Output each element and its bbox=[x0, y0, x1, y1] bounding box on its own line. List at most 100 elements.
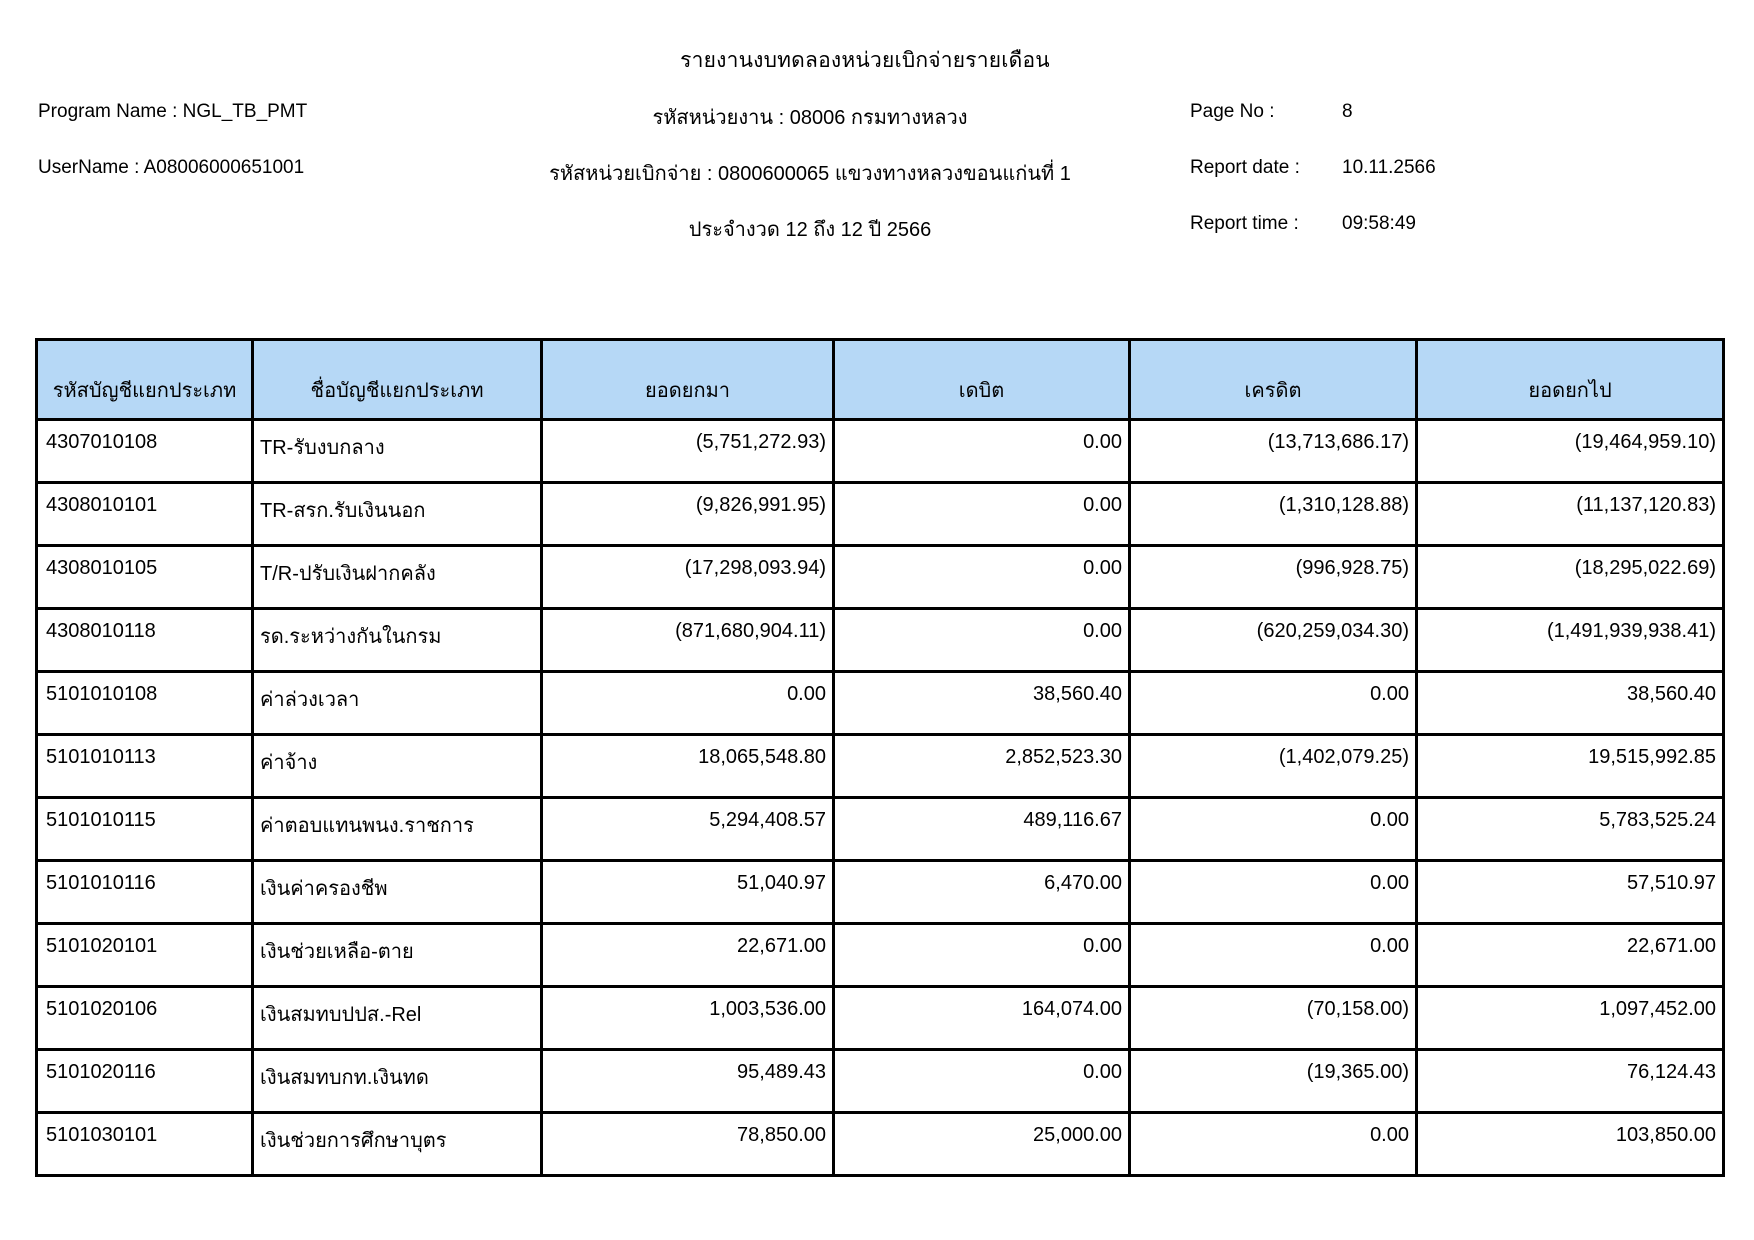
table-header-row: รหัสบัญชีแยกประเภท ชื่อบัญชีแยกประเภท ยอ… bbox=[35, 338, 1725, 421]
debit-cell: 38,560.40 bbox=[832, 670, 1131, 736]
header-credit: เครดิต bbox=[1128, 338, 1418, 421]
account-code-cell: 5101010116 bbox=[35, 859, 254, 925]
username-text: UserName : A08006000651001 bbox=[38, 157, 305, 178]
credit-cell: 0.00 bbox=[1128, 859, 1418, 925]
account-name-cell: เงินช่วยการศึกษาบุตร bbox=[251, 1111, 543, 1177]
header-balance-brought-forward: ยอดยกมา bbox=[540, 338, 835, 421]
balance-carried-forward-cell: 22,671.00 bbox=[1415, 922, 1725, 988]
table-row: 5101010113 ค่าจ้าง 18,065,548.80 2,852,523.… bbox=[35, 733, 1725, 799]
debit-cell: 2,852,523.30 bbox=[832, 733, 1131, 799]
account-code-cell: 5101020106 bbox=[35, 985, 254, 1051]
credit-cell: 0.00 bbox=[1128, 796, 1418, 862]
debit-cell: 0.00 bbox=[832, 544, 1131, 610]
header-account-code: รหัสบัญชีแยกประเภท bbox=[35, 338, 254, 421]
header-account-name: ชื่อบัญชีแยกประเภท bbox=[251, 338, 543, 421]
table-body: 4307010108 TR-รับงบกลาง (5,751,272.93) 0.00… bbox=[35, 418, 1725, 1177]
balance-carried-forward-cell: (19,464,959.10) bbox=[1415, 418, 1725, 484]
report-time-label: Report time : bbox=[1190, 213, 1299, 234]
credit-cell: (996,928.75) bbox=[1128, 544, 1418, 610]
debit-cell: 0.00 bbox=[832, 1048, 1131, 1114]
agency-code-text: รหัสหน่วยงาน : 08006 กรมทางหลวง bbox=[652, 107, 968, 129]
program-name-text: Program Name : NGL_TB_PMT bbox=[38, 101, 308, 122]
credit-cell: 0.00 bbox=[1128, 922, 1418, 988]
table-row: 4308010101 TR-สรก.รับเงินนอก (9,826,991.95… bbox=[35, 481, 1725, 547]
account-code-cell: 4308010105 bbox=[35, 544, 254, 610]
report-date-label: Report date : bbox=[1190, 157, 1300, 178]
account-code-cell: 5101020101 bbox=[35, 922, 254, 988]
balance-brought-forward-cell: 95,489.43 bbox=[540, 1048, 835, 1114]
balance-brought-forward-cell: (9,826,991.95) bbox=[540, 481, 835, 547]
account-name-cell: TR-สรก.รับเงินนอก bbox=[251, 481, 543, 547]
balance-carried-forward-cell: 5,783,525.24 bbox=[1415, 796, 1725, 862]
account-code-cell: 4307010108 bbox=[35, 418, 254, 484]
credit-cell: (1,310,128.88) bbox=[1128, 481, 1418, 547]
credit-cell: (1,402,079.25) bbox=[1128, 733, 1418, 799]
account-name-cell: เงินสมทบปปส.-Rel bbox=[251, 985, 543, 1051]
account-code-cell: 4308010101 bbox=[35, 481, 254, 547]
account-name-cell: เงินสมทบกท.เงินทด bbox=[251, 1048, 543, 1114]
debit-cell: 0.00 bbox=[832, 418, 1131, 484]
balance-brought-forward-cell: 22,671.00 bbox=[540, 922, 835, 988]
debit-cell: 0.00 bbox=[832, 922, 1131, 988]
table-row: 4308010118 รด.ระหว่างกันในกรม (871,680,904… bbox=[35, 607, 1725, 673]
account-code-cell: 5101010115 bbox=[35, 796, 254, 862]
balance-brought-forward-cell: (5,751,272.93) bbox=[540, 418, 835, 484]
debit-cell: 25,000.00 bbox=[832, 1111, 1131, 1177]
header-debit: เดบิต bbox=[832, 338, 1131, 421]
table-row: 4308010105 T/R-ปรับเงินฝากคลัง (17,298,093… bbox=[35, 544, 1725, 610]
balance-carried-forward-cell: 103,850.00 bbox=[1415, 1111, 1725, 1177]
balance-brought-forward-cell: 78,850.00 bbox=[540, 1111, 835, 1177]
balance-carried-forward-cell: 1,097,452.00 bbox=[1415, 985, 1725, 1051]
debit-cell: 164,074.00 bbox=[832, 985, 1131, 1051]
balance-carried-forward-cell: 19,515,992.85 bbox=[1415, 733, 1725, 799]
debit-cell: 489,116.67 bbox=[832, 796, 1131, 862]
balance-brought-forward-cell: 0.00 bbox=[540, 670, 835, 736]
credit-cell: (13,713,686.17) bbox=[1128, 418, 1418, 484]
page-no-value: 8 bbox=[1342, 101, 1353, 122]
balance-brought-forward-cell: 51,040.97 bbox=[540, 859, 835, 925]
table-row: 5101010116 เงินค่าครองชีพ 51,040.97 6,470.0… bbox=[35, 859, 1725, 925]
debit-cell: 0.00 bbox=[832, 481, 1131, 547]
balance-carried-forward-cell: (1,491,939,938.41) bbox=[1415, 607, 1725, 673]
report-time-value: 09:58:49 bbox=[1342, 213, 1416, 234]
page-no-label: Page No : bbox=[1190, 101, 1275, 122]
account-name-cell: รด.ระหว่างกันในกรม bbox=[251, 607, 543, 673]
table-row: 5101020116 เงินสมทบกท.เงินทด 95,489.43 0.00… bbox=[35, 1048, 1725, 1114]
header-balance-carried-forward: ยอดยกไป bbox=[1415, 338, 1725, 421]
trial-balance-table: รหัสบัญชีแยกประเภท ชื่อบัญชีแยกประเภท ยอ… bbox=[35, 338, 1725, 1177]
table-row: 5101010115 ค่าตอบแทนพนง.ราชการ 5,294,408.5… bbox=[35, 796, 1725, 862]
account-code-cell: 5101020116 bbox=[35, 1048, 254, 1114]
table-row: 5101010108 ค่าล่วงเวลา 0.00 38,560.40 0.00 38… bbox=[35, 670, 1725, 736]
account-code-cell: 4308010118 bbox=[35, 607, 254, 673]
account-code-cell: 5101010108 bbox=[35, 670, 254, 736]
credit-cell: (70,158.00) bbox=[1128, 985, 1418, 1051]
balance-brought-forward-cell: (871,680,904.11) bbox=[540, 607, 835, 673]
balance-brought-forward-cell: 5,294,408.57 bbox=[540, 796, 835, 862]
debit-cell: 0.00 bbox=[832, 607, 1131, 673]
balance-brought-forward-cell: 18,065,548.80 bbox=[540, 733, 835, 799]
credit-cell: (19,365.00) bbox=[1128, 1048, 1418, 1114]
period-text: ประจำงวด 12 ถึง 12 ปี 2566 bbox=[688, 219, 932, 241]
disbursement-unit-text: รหัสหน่วยเบิกจ่าย : 0800600065 แขวงทางหล… bbox=[549, 163, 1071, 185]
credit-cell: 0.00 bbox=[1128, 670, 1418, 736]
balance-brought-forward-cell: 1,003,536.00 bbox=[540, 985, 835, 1051]
balance-carried-forward-cell: (11,137,120.83) bbox=[1415, 481, 1725, 547]
account-name-cell: TR-รับงบกลาง bbox=[251, 418, 543, 484]
credit-cell: (620,259,034.30) bbox=[1128, 607, 1418, 673]
table-row: 4307010108 TR-รับงบกลาง (5,751,272.93) 0.00… bbox=[35, 418, 1725, 484]
report-date-value: 10.11.2566 bbox=[1342, 157, 1436, 178]
account-name-cell: T/R-ปรับเงินฝากคลัง bbox=[251, 544, 543, 610]
table-row: 5101030101 เงินช่วยการศึกษาบุตร 78,850.00 2… bbox=[35, 1111, 1725, 1177]
debit-cell: 6,470.00 bbox=[832, 859, 1131, 925]
report-title: รายงานงบทดลองหน่วยเบิกจ่ายรายเดือน bbox=[680, 49, 1050, 72]
balance-carried-forward-cell: 76,124.43 bbox=[1415, 1048, 1725, 1114]
balance-carried-forward-cell: (18,295,022.69) bbox=[1415, 544, 1725, 610]
balance-carried-forward-cell: 57,510.97 bbox=[1415, 859, 1725, 925]
table-row: 5101020101 เงินช่วยเหลือ-ตาย 22,671.00 0.00… bbox=[35, 922, 1725, 988]
account-name-cell: ค่าล่วงเวลา bbox=[251, 670, 543, 736]
account-code-cell: 5101030101 bbox=[35, 1111, 254, 1177]
account-name-cell: ค่าจ้าง bbox=[251, 733, 543, 799]
account-name-cell: เงินช่วยเหลือ-ตาย bbox=[251, 922, 543, 988]
balance-brought-forward-cell: (17,298,093.94) bbox=[540, 544, 835, 610]
table-row: 5101020106 เงินสมทบปปส.-Rel 1,003,536.00 16… bbox=[35, 985, 1725, 1051]
